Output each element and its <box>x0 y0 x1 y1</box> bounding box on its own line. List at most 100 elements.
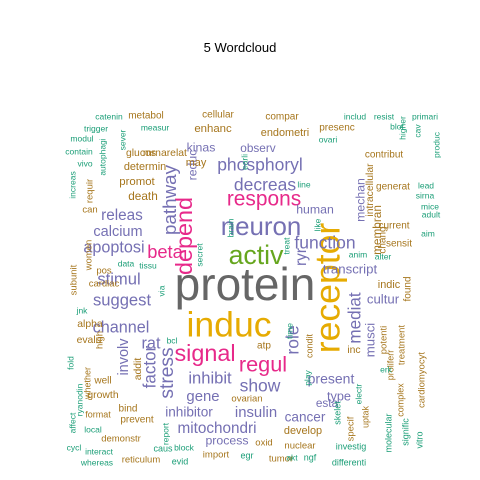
word-protein: protein <box>175 258 316 310</box>
word-tissu: tissu <box>139 260 157 270</box>
word-caus: caus <box>153 443 173 453</box>
word-show: show <box>240 376 281 396</box>
word-membran: membran <box>370 205 384 255</box>
word-adult: adult <box>422 209 441 219</box>
word-aim: aim <box>421 228 435 238</box>
word-evalu: evalu <box>77 335 102 346</box>
word-kinas: kinas <box>187 140 216 154</box>
word-data: data <box>118 258 135 268</box>
word-found: found <box>403 276 414 301</box>
word-higher: higher <box>397 116 407 140</box>
word-glucos: glucos <box>126 148 156 159</box>
word-present: present <box>308 371 355 387</box>
word-death: death <box>128 189 158 203</box>
word-report: report <box>160 422 170 445</box>
word-may: may <box>186 157 207 169</box>
word-local: local <box>84 424 102 434</box>
word-channel: channel <box>93 318 150 336</box>
word-beta: beta <box>147 241 183 262</box>
word-blot: blot <box>390 121 404 131</box>
word-contribut: contribut <box>365 150 404 161</box>
word-depend: depend <box>171 197 197 275</box>
word-reduc: reduc <box>185 150 199 181</box>
word-demonstr: demonstr <box>101 434 141 445</box>
word-complex: complex <box>395 383 405 417</box>
word-skelet: skelet <box>332 401 342 425</box>
word-ryanodin: ryanodin <box>74 383 84 416</box>
word-trigger: trigger <box>84 123 108 133</box>
word-import: import <box>203 450 230 461</box>
word-type: type <box>327 389 351 403</box>
word-phosphoryl: phosphoryl <box>217 155 303 175</box>
word-via: via <box>156 285 166 296</box>
word-rat: rat <box>142 334 161 352</box>
word-subunit: subunit <box>69 264 80 295</box>
word-promot: promot <box>119 176 155 188</box>
word-catenin: catenin <box>95 111 123 121</box>
word-requir: requir <box>85 179 96 203</box>
word-condit: condit <box>304 334 314 359</box>
word-decreas: decreas <box>234 175 297 195</box>
word-like: like <box>312 218 322 231</box>
word-apoptosi: apoptosi <box>83 238 144 256</box>
word-neuron: neuron <box>221 213 302 241</box>
word-format: format <box>85 409 111 419</box>
word-role: role <box>283 325 303 354</box>
word-develop: develop <box>284 425 322 437</box>
word-metabol: metabol <box>128 111 164 122</box>
word-respons: respons <box>227 188 301 211</box>
word-ryr: ryr <box>293 248 310 266</box>
word-intracellular: intracellular <box>365 163 376 217</box>
word-sever: sever <box>117 129 127 150</box>
word-anim: anim <box>349 249 367 259</box>
word-sirna: sirna <box>416 190 435 200</box>
word-mediat: mediat <box>346 292 365 344</box>
word-secret: secret <box>194 243 204 267</box>
word-can: can <box>82 205 97 216</box>
word-cellular: cellular <box>202 110 234 121</box>
word-cardiomyocyt: cardiomyocyt <box>417 352 428 408</box>
word-indic: indic <box>378 279 401 291</box>
word-reticulum: reticulum <box>122 455 161 466</box>
word-measur: measur <box>141 122 170 132</box>
word-prevent: prevent <box>120 415 154 426</box>
word-inhibit: inhibit <box>188 368 232 387</box>
word-bind: bind <box>119 404 138 415</box>
word-involv: involv <box>116 338 132 376</box>
word-erk: erk <box>380 364 393 374</box>
word-ovari: ovari <box>319 134 338 144</box>
word-signific: signific <box>400 418 410 446</box>
word-jnk: jnk <box>76 305 89 315</box>
word-oxid: oxid <box>255 438 272 449</box>
word-treatment: treatment <box>397 325 408 365</box>
word-stress: stress <box>157 347 178 398</box>
word-cav: cav <box>412 124 422 138</box>
word-enhanc: enhanc <box>194 123 232 135</box>
word-whereas: whereas <box>80 457 113 467</box>
word-compar: compar <box>265 112 299 123</box>
word-calcium: calcium <box>93 224 142 240</box>
word-presenc: presenc <box>319 123 355 134</box>
word-function: function <box>294 233 355 253</box>
word-time: time <box>284 323 294 339</box>
word-cancer: cancer <box>285 410 326 425</box>
word-electr: electr <box>353 383 363 404</box>
word-mechan: mechan <box>353 178 367 222</box>
word-proliferr: proliferr <box>385 350 395 381</box>
word-vivo: vivo <box>77 158 92 168</box>
word-pathway: pathway <box>159 164 180 235</box>
word-mitochondri: mitochondri <box>177 420 256 437</box>
word-induc: induc <box>186 304 271 344</box>
word-human: human <box>296 202 334 216</box>
word-esta: esta <box>316 396 339 410</box>
word-egr: egr <box>240 450 253 460</box>
word-receptor: receptor <box>307 223 347 354</box>
word-inc: inc <box>347 345 360 356</box>
word-alpha: alpha <box>77 319 103 330</box>
word-ngf: ngf <box>304 452 317 462</box>
word-current: current <box>378 221 409 232</box>
word-alter: alter <box>375 251 392 261</box>
word-chang: chang <box>378 226 389 253</box>
